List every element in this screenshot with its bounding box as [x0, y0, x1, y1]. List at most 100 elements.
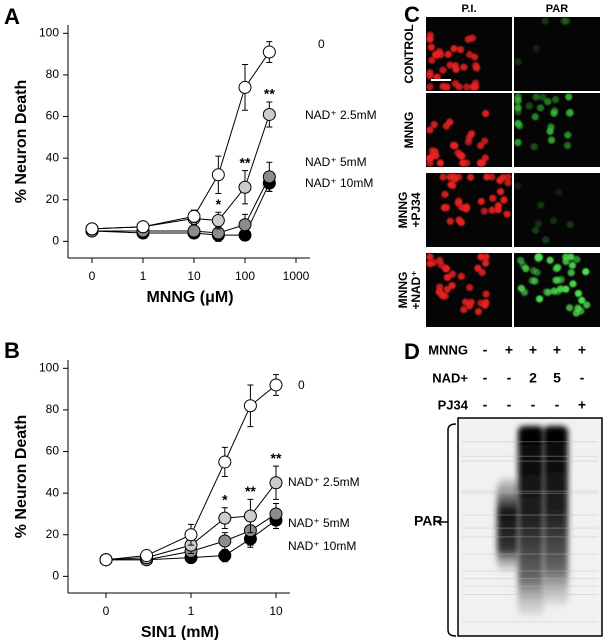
data-point [238, 80, 252, 94]
row-label: NAD+ [432, 370, 468, 385]
cell [477, 253, 485, 261]
cell [443, 203, 451, 212]
column-header: P.I. [461, 3, 476, 15]
cell [564, 131, 572, 139]
series-line [92, 176, 270, 234]
cell [574, 289, 583, 298]
cell [442, 265, 450, 273]
cell [439, 173, 447, 181]
cell [443, 285, 451, 293]
y-tick-label: 0 [52, 569, 59, 583]
cell [500, 196, 508, 204]
series-line [105, 482, 277, 561]
series-label: NAD⁺ 10mM [305, 176, 373, 190]
cell [477, 141, 485, 150]
cell [478, 268, 486, 277]
cell [459, 159, 467, 167]
cell [525, 102, 534, 110]
data-point [187, 224, 201, 238]
lane-mark: - [483, 342, 488, 358]
cell [504, 173, 512, 181]
panel-label: A [4, 4, 20, 29]
cell [441, 190, 449, 198]
data-point [85, 222, 99, 236]
y-axis-title: % Neuron Death [13, 80, 30, 204]
cell [546, 256, 554, 264]
cell [456, 46, 465, 54]
lane-mark: + [529, 342, 537, 358]
row-label: CONTROL [402, 24, 416, 83]
series-label: 0 [318, 37, 325, 51]
cell [482, 253, 490, 261]
y-tick-label: 20 [46, 527, 60, 541]
cell [481, 301, 489, 309]
row-label: +NAD⁺ [409, 270, 423, 309]
cell [463, 83, 471, 91]
cell [562, 253, 570, 261]
cell [482, 290, 490, 298]
cell [426, 83, 434, 91]
data-point [187, 209, 201, 223]
cell [532, 44, 540, 52]
cell [457, 272, 466, 280]
data-point [243, 399, 257, 413]
cell [437, 50, 445, 59]
data-point [262, 170, 276, 184]
lane-mark: 5 [553, 370, 561, 386]
series-label: NAD⁺ 5mM [305, 155, 367, 169]
row-label: MNNG [402, 112, 416, 149]
x-tick-label: 0 [89, 269, 96, 283]
cell [482, 109, 490, 118]
cell [446, 217, 454, 225]
cell [427, 43, 435, 51]
cell [479, 159, 487, 167]
cell [515, 122, 524, 130]
lane-mark: - [555, 397, 560, 413]
y-tick-label: 80 [46, 67, 60, 81]
x-tick-label: 100 [235, 269, 255, 283]
cell [466, 284, 474, 292]
significance-mark: ** [240, 154, 251, 170]
cell [544, 98, 552, 106]
data-point [218, 549, 232, 563]
cell [455, 83, 463, 91]
lane-mark: - [483, 397, 488, 413]
cell [460, 63, 468, 71]
cell [436, 256, 444, 265]
cell [431, 148, 439, 156]
data-point [136, 220, 150, 234]
data-point [243, 509, 257, 523]
cell [430, 259, 438, 267]
cell [555, 188, 563, 196]
cell [541, 17, 549, 25]
row-label: MNNG [396, 192, 410, 229]
band-label: PAR [414, 513, 443, 529]
data-point [262, 45, 276, 59]
cell [482, 259, 490, 267]
cell [534, 253, 542, 261]
data-point [269, 476, 283, 490]
cell [433, 73, 441, 81]
cell [488, 206, 496, 214]
cell [542, 288, 550, 296]
cell [547, 136, 556, 144]
cell [480, 207, 488, 215]
cell [532, 93, 540, 101]
cell [494, 206, 502, 214]
cell [439, 82, 447, 91]
x-tick-label: 10 [187, 269, 201, 283]
cell [496, 188, 505, 196]
cell [426, 154, 434, 163]
cell [550, 217, 558, 225]
cell [569, 280, 577, 288]
series-label: NAD⁺ 2.5mM [288, 475, 360, 489]
cell [536, 104, 545, 112]
blot-smear [518, 426, 544, 616]
panel-label: D [404, 339, 420, 364]
data-point [269, 378, 283, 392]
cell [454, 199, 463, 207]
cell [450, 45, 458, 53]
lane-mark: 2 [529, 370, 537, 386]
y-axis-title: % Neuron Death [13, 415, 30, 539]
cell [531, 226, 540, 234]
